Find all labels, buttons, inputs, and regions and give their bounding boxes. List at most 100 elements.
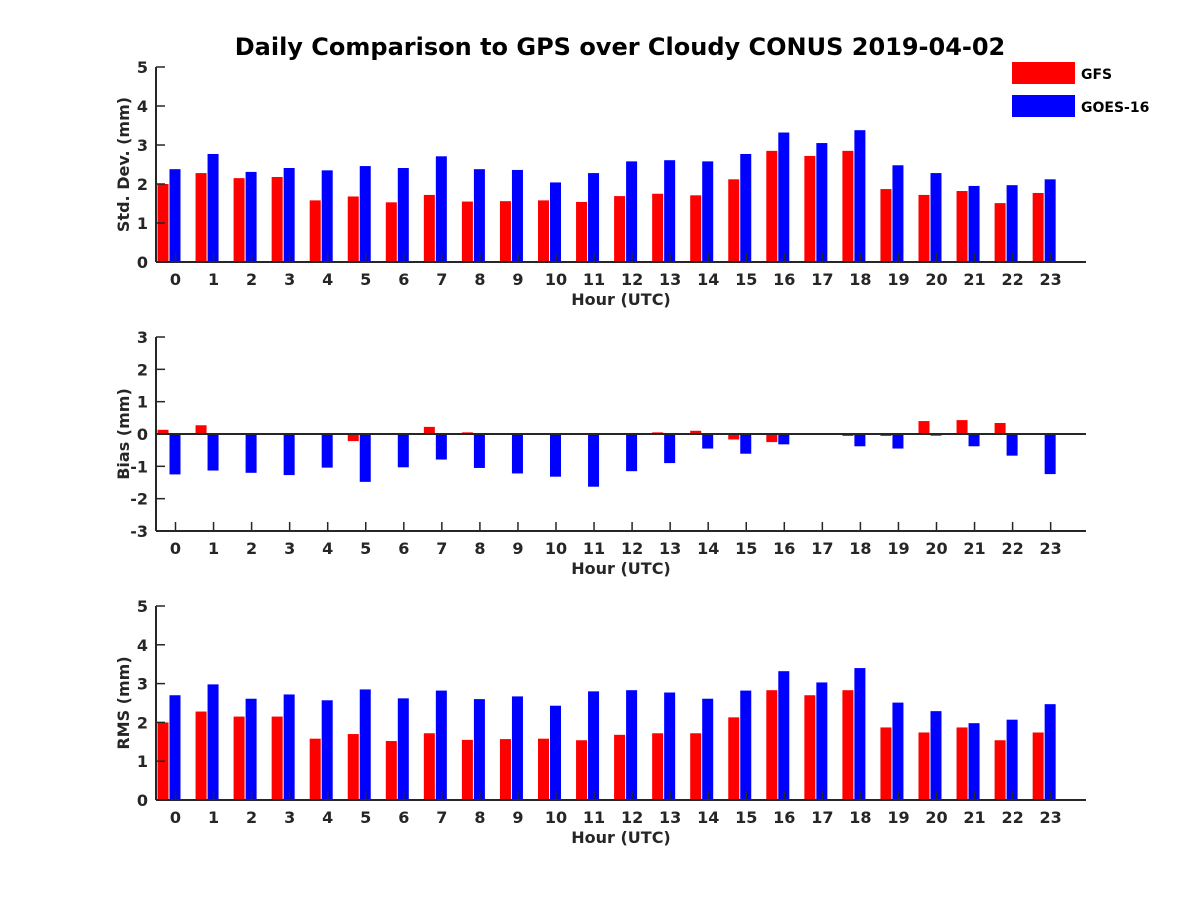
legend-label-gfs: GFS: [1081, 67, 1112, 83]
chart-title: Daily Comparison to GPS over Cloudy CONU…: [235, 33, 1006, 61]
rms-ylabel: RMS (mm): [114, 656, 133, 749]
stddev-ytick-label: 1: [137, 214, 148, 233]
stddev-xtick-label: 0: [170, 270, 181, 289]
rms-xtick-label: 11: [583, 808, 605, 827]
rms-bar-gfs-h23: [1032, 732, 1044, 800]
bias-bar-gfs-h5: [347, 434, 359, 442]
bias-bar-goes16-h16: [778, 434, 790, 445]
stddev-bar-gfs-h8: [461, 201, 473, 262]
stddev-bar-gfs-h7: [423, 194, 435, 262]
bias-bar-gfs-h22: [994, 423, 1006, 434]
stddev-xtick-label: 22: [1001, 270, 1023, 289]
stddev-xtick-label: 18: [849, 270, 871, 289]
bias-xtick-label: 7: [436, 539, 447, 558]
stddev-bar-goes16-h23: [1044, 179, 1056, 262]
stddev-bar-goes16-h6: [397, 168, 409, 262]
rms-xtick-label: 5: [360, 808, 371, 827]
rms-bar-goes16-h16: [778, 671, 790, 800]
stddev-bar-gfs-h5: [347, 196, 359, 262]
rms-xtick-label: 6: [398, 808, 409, 827]
stddev-xtick-label: 8: [474, 270, 485, 289]
stddev-xtick-label: 2: [246, 270, 257, 289]
bias-xtick-label: 2: [246, 539, 257, 558]
stddev-bar-goes16-h11: [588, 173, 600, 262]
stddev-ylabel: Std. Dev. (mm): [114, 97, 133, 232]
bias-bar-goes16-h22: [1006, 434, 1018, 456]
stddev-bar-goes16-h5: [359, 166, 371, 262]
stddev-bar-goes16-h7: [435, 156, 447, 262]
rms-bar-gfs-h5: [347, 734, 359, 800]
rms-xtick-label: 8: [474, 808, 485, 827]
stddev-bar-goes16-h18: [854, 130, 866, 262]
rms-xtick-label: 1: [208, 808, 219, 827]
stddev-bar-gfs-h19: [880, 189, 892, 262]
stddev-xtick-label: 21: [963, 270, 985, 289]
stddev-bar-gfs-h9: [499, 201, 511, 262]
rms-xtick-label: 21: [963, 808, 985, 827]
stddev-xlabel: Hour (UTC): [571, 290, 671, 309]
bias-xtick-label: 19: [887, 539, 909, 558]
bias-bar-gfs-h14: [690, 430, 702, 434]
stddev-bar-goes16-h17: [816, 143, 828, 262]
bias-ylabel: Bias (mm): [114, 388, 133, 480]
rms-xtick-label: 20: [925, 808, 947, 827]
rms-xtick-label: 0: [170, 808, 181, 827]
bias-xtick-label: 13: [659, 539, 681, 558]
stddev-bar-goes16-h14: [702, 161, 714, 262]
rms-bar-goes16-h19: [892, 702, 904, 800]
stddev-bar-goes16-h1: [207, 153, 219, 262]
stddev-bar-goes16-h12: [626, 161, 638, 262]
rms-bar-gfs-h1: [195, 711, 207, 800]
stddev-bar-gfs-h2: [233, 178, 245, 262]
rms-bar-gfs-h3: [271, 716, 283, 800]
stddev-bar-goes16-h4: [321, 170, 333, 262]
stddev-bar-gfs-h22: [994, 203, 1006, 262]
bias-ytick-label: -2: [130, 490, 148, 509]
bias-bar-goes16-h0: [169, 434, 181, 475]
rms-bar-goes16-h13: [664, 692, 676, 800]
stddev-bar-gfs-h4: [309, 200, 321, 262]
stddev-bar-goes16-h20: [930, 173, 942, 262]
stddev-bar-gfs-h16: [766, 150, 778, 262]
rms-xtick-label: 13: [659, 808, 681, 827]
bias-bar-goes16-h12: [626, 434, 638, 472]
stddev-bar-goes16-h8: [473, 169, 485, 262]
bias-xtick-label: 4: [322, 539, 333, 558]
legend-swatch-gfs: [1012, 62, 1075, 84]
bias-xtick-label: 3: [284, 539, 295, 558]
stddev-bar-gfs-h14: [690, 195, 702, 262]
stddev-bar-goes16-h22: [1006, 185, 1018, 262]
bias-bar-goes16-h10: [550, 434, 561, 477]
rms-bar-goes16-h14: [702, 698, 714, 800]
rms-bar-goes16-h12: [626, 690, 638, 800]
bias-ytick-label: 3: [137, 328, 148, 347]
bias-xtick-label: 1: [208, 539, 219, 558]
stddev-bar-goes16-h15: [740, 153, 752, 262]
legend: GFS GOES-16: [1012, 62, 1149, 117]
bias-bar-goes16-h15: [740, 434, 752, 454]
stddev-ytick-label: 0: [137, 253, 148, 272]
rms-xtick-label: 17: [811, 808, 833, 827]
bias-xtick-label: 0: [170, 539, 181, 558]
stddev-bar-goes16-h9: [511, 169, 523, 262]
stddev-xtick-label: 14: [697, 270, 719, 289]
rms-bar-gfs-h20: [918, 732, 930, 800]
bias-xtick-label: 18: [849, 539, 871, 558]
rms-xtick-label: 9: [512, 808, 523, 827]
bias-xtick-label: 16: [773, 539, 795, 558]
bias-bar-goes16-h14: [702, 434, 714, 449]
stddev-bar-gfs-h1: [195, 173, 207, 262]
bias-xtick-label: 21: [963, 539, 985, 558]
bias-bar-goes16-h7: [435, 434, 447, 460]
stddev-bar-gfs-h12: [614, 196, 626, 262]
stddev-bar-gfs-h10: [538, 200, 549, 262]
stddev-xtick-label: 1: [208, 270, 219, 289]
rms-bar-goes16-h3: [283, 694, 295, 800]
bias-bar-goes16-h1: [207, 434, 219, 471]
bias-bar-goes16-h11: [588, 434, 600, 487]
rms-xtick-label: 23: [1040, 808, 1062, 827]
bias-xtick-label: 12: [621, 539, 643, 558]
bias-bar-gfs-h20: [918, 421, 930, 434]
rms-bar-gfs-h11: [576, 740, 588, 800]
